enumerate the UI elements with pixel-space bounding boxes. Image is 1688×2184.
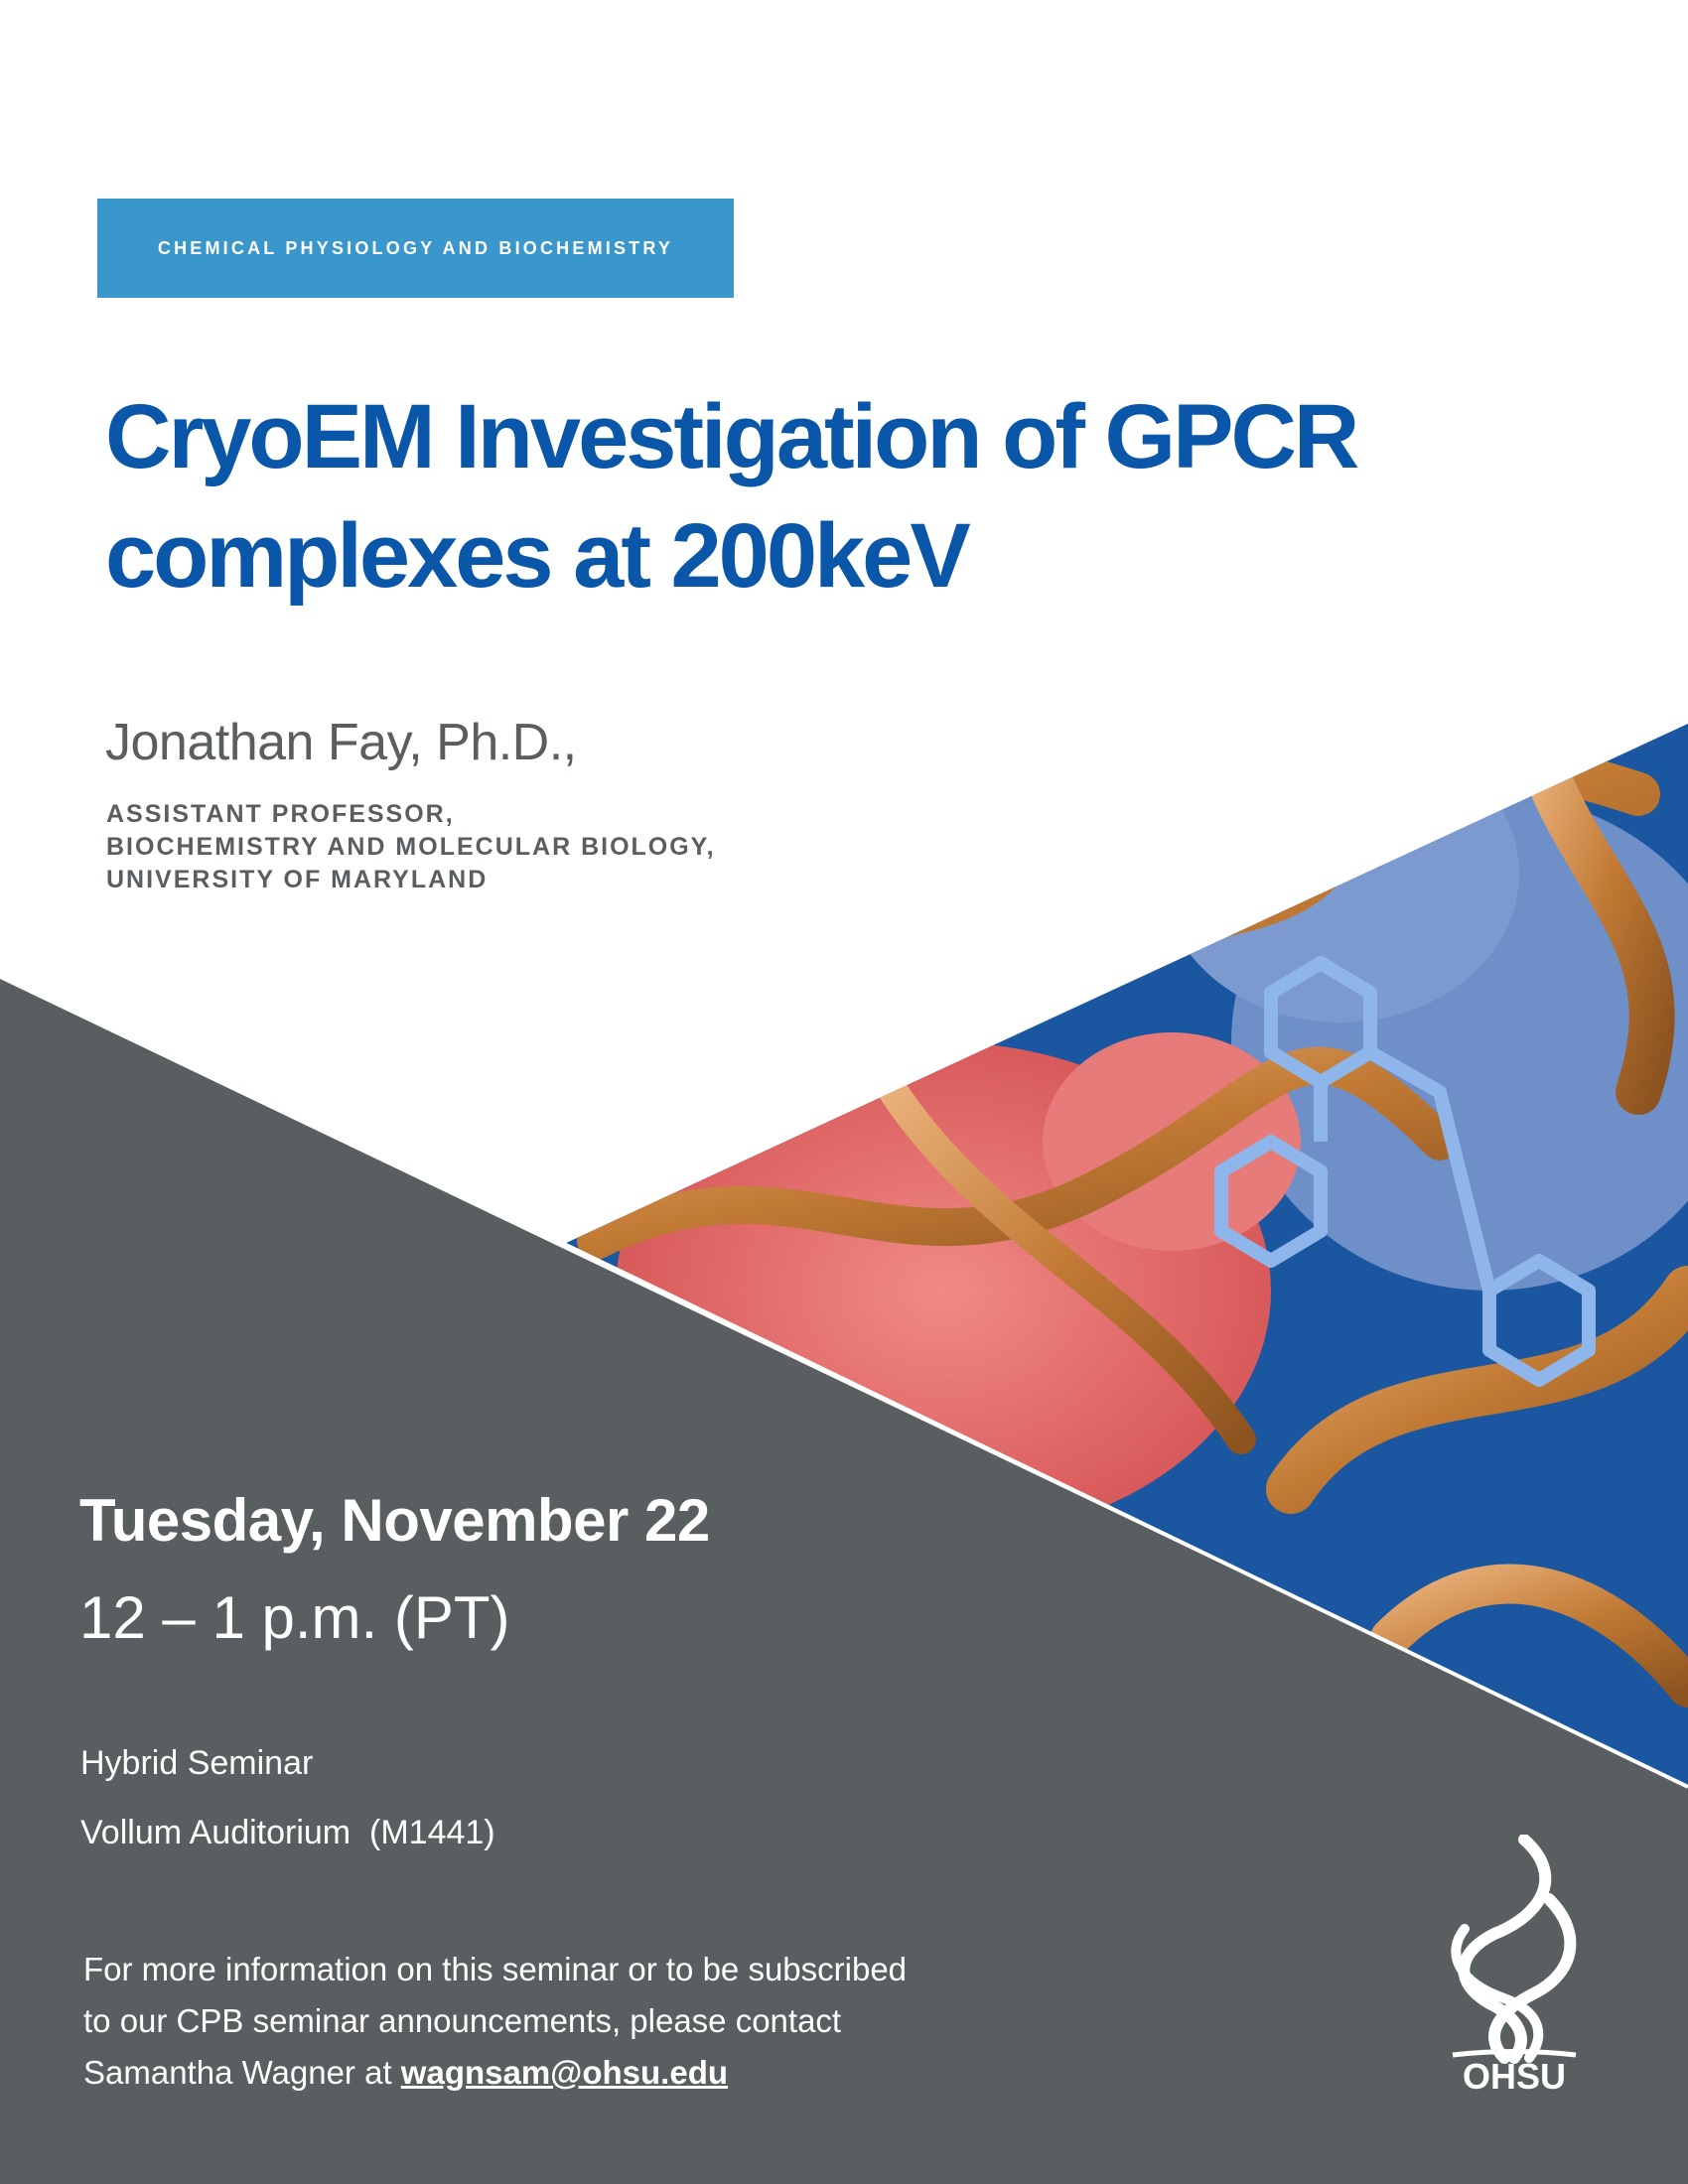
logo-text: OHSU [1463, 2056, 1566, 2093]
seminar-title: CryoEM Investigation of GPCR complexes a… [105, 377, 1359, 615]
divider-line [563, 1242, 1688, 1789]
event-location: Vollum Auditorium (M1441) [80, 1814, 495, 1851]
speaker-name: Jonathan Fay, Ph.D., [105, 714, 577, 771]
event-date: Tuesday, November 22 [79, 1487, 710, 1554]
affiliation-line: BIOCHEMISTRY AND MOLECULAR BIOLOGY, [106, 833, 716, 861]
affiliation-line: UNIVERSITY OF MARYLAND [106, 866, 489, 893]
department-banner: CHEMICAL PHYSIOLOGY AND BIOCHEMISTRY [97, 199, 734, 298]
gray-panel [0, 979, 1688, 2184]
department-label: CHEMICAL PHYSIOLOGY AND BIOCHEMISTRY [157, 237, 674, 258]
affiliation-line: ASSISTANT PROFESSOR, [106, 800, 455, 828]
contact-info: For more information on this seminar or … [83, 1944, 907, 2099]
event-time: 12 – 1 p.m. (PT) [79, 1584, 510, 1651]
contact-line-2: to our CPB seminar announcements, please… [83, 2002, 842, 2039]
ohsu-logo: OHSU [1451, 1835, 1577, 2093]
contact-email-link[interactable]: wagnsam@ohsu.edu [400, 2054, 729, 2091]
title-line-1: CryoEM Investigation of GPCR [105, 386, 1359, 487]
contact-line-3: Samantha Wagner at [83, 2054, 401, 2091]
event-format: Hybrid Seminar [80, 1744, 314, 1782]
contact-line-1: For more information on this seminar or … [83, 1951, 908, 1987]
title-line-2: complexes at 200keV [105, 505, 971, 607]
speaker-affiliation: ASSISTANT PROFESSOR, BIOCHEMISTRY AND MO… [106, 798, 716, 896]
